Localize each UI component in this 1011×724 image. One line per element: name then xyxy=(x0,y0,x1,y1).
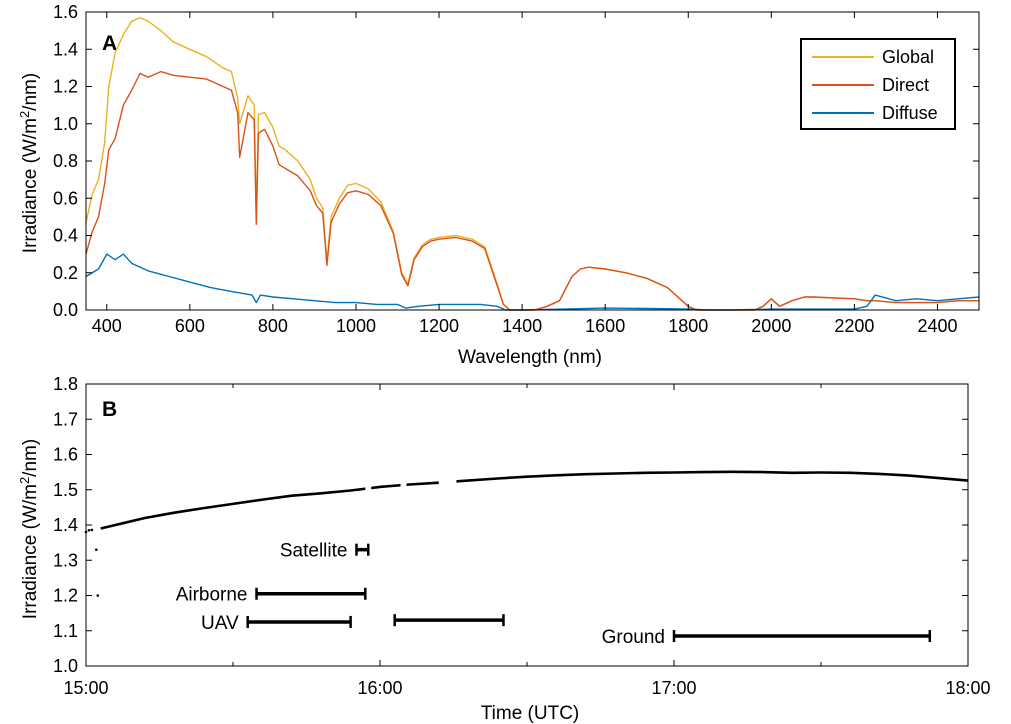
panel-a: A 400 600 800 1000 1200 1400 1600 1800 2000 2200 2… xyxy=(17,2,980,368)
range-label-ground: Ground xyxy=(602,627,665,648)
series-gap xyxy=(438,468,457,499)
x-tick-label: 400 xyxy=(92,316,122,336)
panel-b-plot-area: Satellite Airborne UAV Ground xyxy=(84,468,969,648)
y-tick-label: 0.6 xyxy=(53,188,78,208)
range-label-uav: UAV xyxy=(201,613,239,634)
data-point xyxy=(96,594,100,597)
panel-a-y-axis-label-part: /nm) xyxy=(20,73,41,111)
y-tick-label: 1.0 xyxy=(53,114,78,134)
y-tick-label: 0.8 xyxy=(53,151,78,171)
y-tick-label: 1.4 xyxy=(53,39,78,59)
legend-label-global: Global xyxy=(882,47,934,67)
y-tick-label: 1.8 xyxy=(53,374,78,394)
panel-b-y-axis-label-part: Irradiance (W/m xyxy=(20,484,41,619)
x-tick-label: 1000 xyxy=(336,316,376,336)
y-tick-label: 1.5 xyxy=(53,480,78,500)
x-tick-label: 1800 xyxy=(668,316,708,336)
panel-a-plot-area xyxy=(85,16,980,311)
series-line-diffuse xyxy=(85,253,980,311)
panel-b-y-axis-label-superscript: 2 xyxy=(17,477,32,484)
panel-a-label: A xyxy=(102,32,117,55)
data-point xyxy=(90,528,94,532)
data-point xyxy=(94,548,98,551)
x-tick-label: 15:00 xyxy=(63,678,108,698)
legend-label-direct: Direct xyxy=(882,75,929,95)
y-tick-label: 0.4 xyxy=(53,226,78,246)
series-line-direct xyxy=(85,70,979,311)
series-gap xyxy=(365,468,372,499)
panel-a-axes: 400 600 800 1000 1200 1400 1600 1800 2000 2200 240… xyxy=(53,2,980,336)
panel-b-axes: 15:00 16:00 17:00 18:00 1.0 1.1 1.2 1.3 1.4 1.5 1.… xyxy=(53,374,991,698)
panel-b-x-axis-label: Time (UTC) xyxy=(481,703,580,724)
y-tick-label: 1.6 xyxy=(53,2,78,22)
y-tick-label: 1.0 xyxy=(53,656,78,676)
range-label-airborne: Airborne xyxy=(176,585,248,606)
range-label-satellite: Satellite xyxy=(280,541,348,562)
x-tick-label: 2400 xyxy=(917,316,957,336)
y-tick-label: 0.0 xyxy=(53,300,78,320)
y-tick-label: 1.2 xyxy=(53,586,78,606)
x-tick-label: 800 xyxy=(258,316,288,336)
panel-a-y-axis-label-superscript: 2 xyxy=(17,111,32,118)
y-tick-label: 1.3 xyxy=(53,550,78,570)
y-tick-label: 1.4 xyxy=(53,515,78,535)
y-tick-label: 0.2 xyxy=(53,263,78,283)
panel-b-y-axis-label: Irradiance (W/m2/nm) xyxy=(17,439,41,619)
x-tick-label: 2200 xyxy=(834,316,874,336)
panel-b-label: B xyxy=(102,398,117,421)
y-tick-label: 1.7 xyxy=(53,409,78,429)
x-tick-label: 2000 xyxy=(751,316,791,336)
panel-a-y-axis-label: Irradiance (W/m2/nm) xyxy=(17,73,41,253)
y-tick-label: 1.1 xyxy=(53,621,78,641)
y-tick-label: 1.2 xyxy=(53,77,78,97)
x-tick-label: 1400 xyxy=(502,316,542,336)
panel-a-y-axis-label-part: Irradiance (W/m xyxy=(20,118,41,253)
x-tick-label: 18:00 xyxy=(945,678,990,698)
y-tick-label: 1.6 xyxy=(53,445,78,465)
x-tick-label: 17:00 xyxy=(651,678,696,698)
x-tick-label: 1200 xyxy=(419,316,459,336)
panel-a-legend: Global Direct Diffuse xyxy=(800,38,956,130)
x-tick-label: 16:00 xyxy=(357,678,402,698)
data-point xyxy=(87,528,91,532)
series-gap xyxy=(400,468,407,499)
panel-a-x-axis-label: Wavelength (nm) xyxy=(458,347,602,368)
irradiance-time-series xyxy=(100,470,969,530)
legend-label-diffuse: Diffuse xyxy=(882,103,938,123)
x-tick-label: 600 xyxy=(175,316,205,336)
x-tick-label: 1600 xyxy=(585,316,625,336)
panel-b-y-axis-label-part: /nm) xyxy=(20,439,41,477)
